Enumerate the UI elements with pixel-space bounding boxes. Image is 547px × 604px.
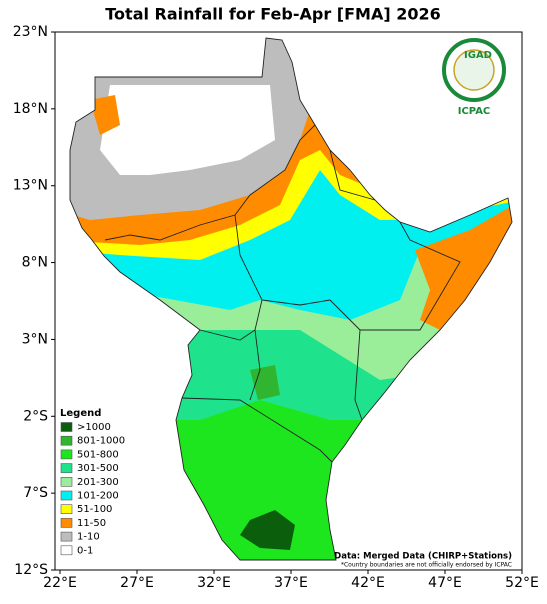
legend-label: >1000 <box>77 422 111 433</box>
x-tick-label: 22°E <box>43 575 77 591</box>
legend-swatch <box>60 531 73 542</box>
y-tick-label: 23°N <box>13 24 48 40</box>
y-tick-label: 7°S <box>23 485 48 501</box>
legend-label: 801-1000 <box>77 436 125 447</box>
zone <box>415 200 512 330</box>
legend-title: Legend <box>60 408 101 419</box>
x-tick-label: 47°E <box>428 575 462 591</box>
country-border <box>354 329 363 421</box>
logo-emblem <box>453 49 495 91</box>
map-title: Total Rainfall for Feb-Apr [FMA] 2026 <box>105 5 440 24</box>
y-tick-label: 13°N <box>13 178 48 194</box>
legend-swatch <box>60 545 73 556</box>
country-border <box>199 299 263 341</box>
legend-swatch <box>60 504 73 515</box>
legend-swatch <box>60 490 73 501</box>
legend-swatch <box>60 422 73 432</box>
country-border <box>249 329 261 401</box>
legend-label: 301-500 <box>77 463 119 474</box>
data-source: Data: Merged Data (CHIRP+Stations) <box>334 552 512 562</box>
legend-swatch <box>60 476 73 487</box>
y-tick-label: 2°S <box>23 408 48 424</box>
y-tick-label: 18°N <box>13 101 48 117</box>
country-border <box>181 397 333 463</box>
x-tick-label: 52°E <box>505 575 539 591</box>
legend-swatch <box>60 435 73 446</box>
footnote: *Country boundaries are not officially e… <box>341 562 512 569</box>
legend-label: 1-10 <box>77 532 100 543</box>
logo-acronym: IGAD <box>464 50 492 61</box>
zone <box>100 85 275 175</box>
legend-label: 501-800 <box>77 449 119 460</box>
legend-label: 0-1 <box>77 545 93 556</box>
legend-label: 51-100 <box>77 504 112 515</box>
country-border <box>360 221 461 331</box>
zone <box>90 95 120 135</box>
region-outline <box>69 37 513 561</box>
legend-label: 201-300 <box>77 477 119 488</box>
legend-swatch <box>60 449 73 460</box>
logo-name: ICPAC <box>458 106 491 117</box>
legend-swatch <box>60 518 73 528</box>
generated: 22°E 27°E 32°E 37°E 42°E 47°E 52°E 23°N 18°N 13°N… <box>13 24 539 591</box>
x-tick-label: 42°E <box>351 575 385 591</box>
y-tick-label: 12°S <box>14 562 48 578</box>
x-tick-label: 37°E <box>274 575 308 591</box>
zone <box>240 510 295 550</box>
country-border <box>234 214 361 331</box>
x-tick-label: 27°E <box>120 575 154 591</box>
legend-swatch <box>60 463 73 473</box>
y-tick-label: 3°N <box>22 331 48 347</box>
legend-label: 101-200 <box>77 491 119 502</box>
country-border <box>329 149 376 201</box>
y-tick-label: 8°N <box>22 255 48 271</box>
legend-label: 11-50 <box>77 518 106 529</box>
zone <box>250 365 280 400</box>
x-tick-label: 32°E <box>197 575 231 591</box>
